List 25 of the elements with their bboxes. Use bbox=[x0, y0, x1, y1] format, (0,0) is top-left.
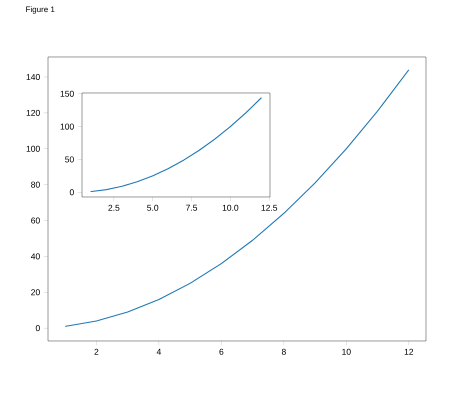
x-tick-label: 10 bbox=[342, 348, 351, 355]
x-tick-label: 4 bbox=[156, 348, 162, 355]
y-tick-label: 50 bbox=[65, 156, 74, 162]
y-tick-label: 100 bbox=[26, 146, 40, 152]
y-tick-label: 140 bbox=[26, 74, 40, 80]
y-tick-label: 40 bbox=[30, 253, 40, 260]
y-tick-label: 150 bbox=[60, 90, 74, 97]
x-tick-label: 10.0 bbox=[222, 204, 238, 211]
y-tick-label: 60 bbox=[31, 218, 40, 224]
x-tick-label: 8 bbox=[282, 348, 286, 355]
y-tick-label: 0 bbox=[36, 325, 40, 332]
x-tick-label: 2.5 bbox=[108, 204, 120, 211]
x-tick-label: 6 bbox=[219, 348, 224, 355]
caption: Figure 1 bbox=[26, 6, 54, 14]
x-tick-label: 7.5 bbox=[186, 204, 198, 211]
line-series bbox=[90, 97, 262, 192]
y-tick-label: 0 bbox=[70, 189, 74, 196]
y-tick-label: 20 bbox=[31, 289, 40, 296]
x-tick-label: 5.0 bbox=[147, 204, 158, 211]
x-tick-label: 12 bbox=[404, 348, 414, 355]
y-tick-label: 120 bbox=[26, 110, 40, 116]
y-tick-label: 80 bbox=[31, 182, 40, 188]
x-tick-label: 12.5 bbox=[262, 204, 278, 211]
x-tick-label: 2 bbox=[94, 348, 98, 355]
y-tick-label: 100 bbox=[60, 124, 74, 130]
